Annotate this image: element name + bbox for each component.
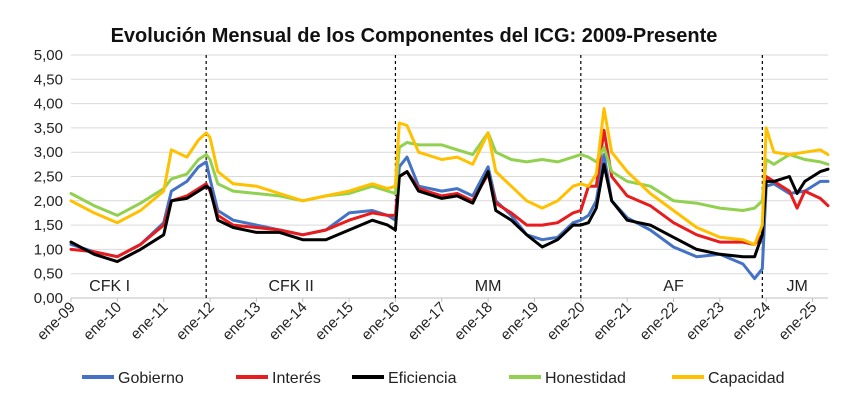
y-tick-label: 0,50 xyxy=(34,266,63,283)
x-tick-label: ene-21 xyxy=(590,299,635,344)
x-tick-label: ene-13 xyxy=(219,299,264,344)
legend-label-capacidad: Capacidad xyxy=(708,370,785,387)
legend-label-eficiencia: Eficiencia xyxy=(388,370,457,387)
x-tick-label: ene-16 xyxy=(358,299,403,344)
legend-label-gobierno: Gobierno xyxy=(118,370,184,387)
legend-label-interés: Interés xyxy=(272,370,321,387)
x-tick-label: ene-14 xyxy=(266,299,311,344)
period-label: CFK II xyxy=(268,278,313,295)
y-tick-label: 0,00 xyxy=(34,290,63,307)
x-tick-label: ene-11 xyxy=(127,299,171,343)
period-label: JM xyxy=(786,278,807,295)
y-tick-label: 3,00 xyxy=(34,144,63,161)
x-tick-label: ene-15 xyxy=(312,299,357,344)
y-tick-label: 3,50 xyxy=(34,120,63,137)
x-tick-label: ene-17 xyxy=(405,299,450,344)
x-tick-label: ene-25 xyxy=(775,299,820,344)
x-tick-label: ene-10 xyxy=(80,299,125,344)
chart-title: Evolución Mensual de los Componentes del… xyxy=(111,25,718,47)
series-lines xyxy=(69,107,830,281)
x-tick-label: ene-12 xyxy=(173,299,218,344)
y-tick-label: 4,50 xyxy=(34,71,63,88)
series-line-capacidad xyxy=(69,107,830,246)
y-tick-label: 2,00 xyxy=(34,193,63,210)
x-tick-label: ene-20 xyxy=(544,299,589,344)
x-tick-label: ene-19 xyxy=(497,299,542,344)
y-tick-label: 2,50 xyxy=(34,169,63,186)
period-label: AF xyxy=(663,278,684,295)
y-tick-label: 5,00 xyxy=(34,47,63,64)
gridlines xyxy=(71,54,828,299)
x-tick-label: ene-18 xyxy=(451,299,496,344)
legend-label-honestidad: Honestidad xyxy=(545,370,626,387)
period-labels: CFK I CFK II MM AF JM xyxy=(89,278,808,295)
y-axis: 0,00 0,50 1,00 1,50 2,00 2,50 3,00 3,50 4,00 4,50… xyxy=(34,47,828,307)
series-line-honestidad xyxy=(69,131,830,217)
x-tick-label: ene-23 xyxy=(683,299,728,344)
series-line-gobierno xyxy=(69,153,830,281)
period-label: MM xyxy=(475,278,502,295)
period-label: CFK I xyxy=(89,278,130,295)
x-tick-label: ene-24 xyxy=(729,299,774,344)
x-axis: ene-09 ene-10 ene-11 ene-12 ene-13 ene-14 ene-… xyxy=(34,298,820,344)
y-tick-label: 1,50 xyxy=(34,217,63,234)
x-tick-label: ene-22 xyxy=(636,299,681,344)
y-tick-label: 1,00 xyxy=(34,241,63,258)
series-line-eficiencia xyxy=(69,162,830,264)
y-tick-label: 4,00 xyxy=(34,96,63,113)
legend: Gobierno Interés Eficiencia Honestidad Capac… xyxy=(82,370,785,387)
series-line-interés xyxy=(69,128,830,259)
